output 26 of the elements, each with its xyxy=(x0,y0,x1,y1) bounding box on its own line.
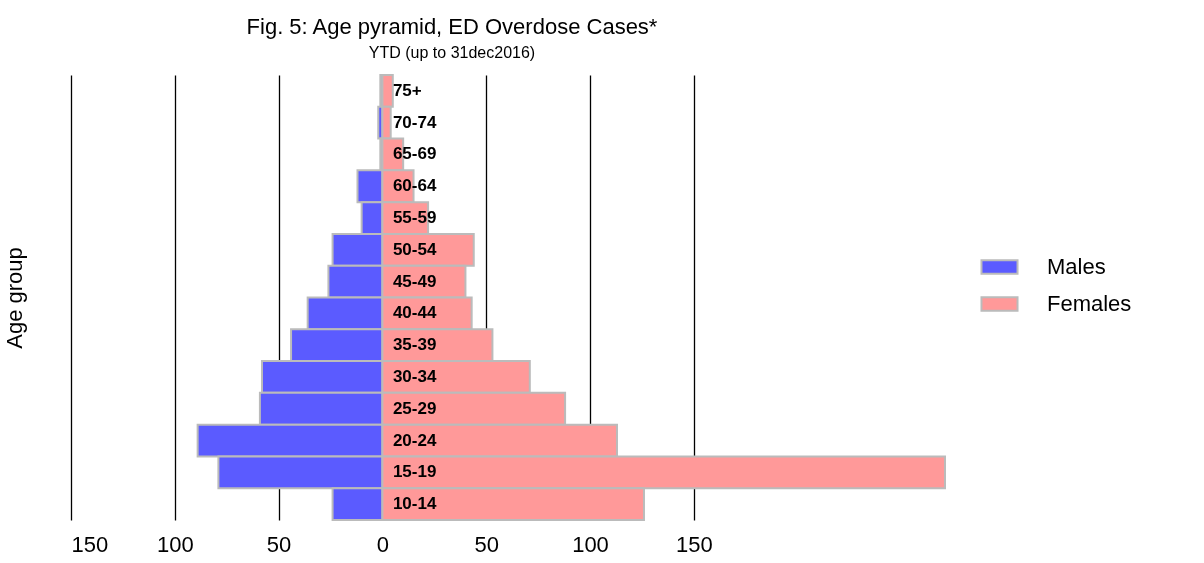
x-tick-label: 150 xyxy=(675,531,713,557)
x-tick-label: 50 xyxy=(266,531,292,557)
y-tick-label: 30-34 xyxy=(392,366,437,386)
legend-label: Males xyxy=(1047,254,1106,279)
y-tick-label: 45-49 xyxy=(392,271,437,291)
x-tick-label: 100 xyxy=(572,531,609,557)
y-axis-title: Age group xyxy=(1,247,27,349)
x-tick-label: 100 xyxy=(156,531,194,557)
x-tick-label: 0 xyxy=(376,531,390,557)
y-tick-label: 40-44 xyxy=(392,303,437,323)
chart-subtitle: YTD (up to 31dec2016) xyxy=(368,44,536,61)
y-tick-label: 75+ xyxy=(392,80,422,100)
legend-label: Females xyxy=(1047,291,1132,316)
y-tick-label: 70-74 xyxy=(392,112,437,132)
y-tick-label: 55-59 xyxy=(392,208,437,228)
y-tick-label: 15-19 xyxy=(392,462,437,482)
y-tick-label: 35-39 xyxy=(392,335,437,355)
chart-title: Fig. 5: Age pyramid, ED Overdose Cases* xyxy=(246,14,658,39)
y-tick-label: 60-64 xyxy=(392,176,437,196)
x-tick-label: 150 xyxy=(71,531,109,557)
x-tick-label: 50 xyxy=(474,531,499,557)
y-tick-label: 65-69 xyxy=(392,144,437,164)
y-tick-label: 10-14 xyxy=(392,494,437,514)
y-tick-label: 20-24 xyxy=(392,430,437,450)
y-tick-label: 50-54 xyxy=(392,239,437,259)
y-tick-label: 25-29 xyxy=(392,398,437,418)
